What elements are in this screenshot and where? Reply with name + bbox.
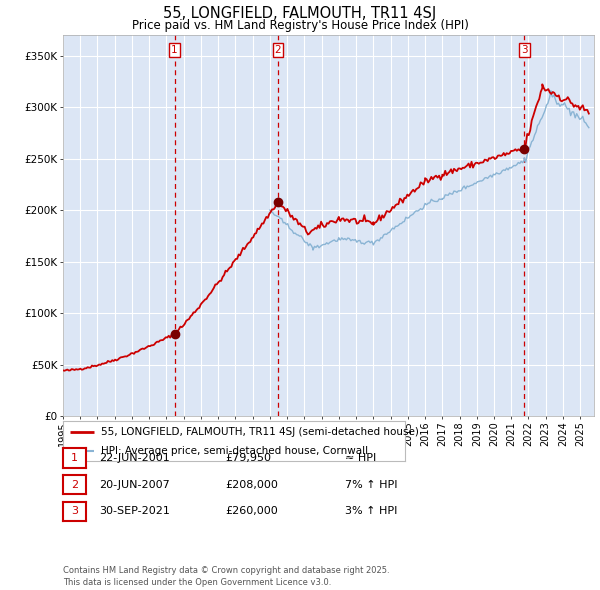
Text: Price paid vs. HM Land Registry's House Price Index (HPI): Price paid vs. HM Land Registry's House … <box>131 19 469 32</box>
Text: 55, LONGFIELD, FALMOUTH, TR11 4SJ (semi-detached house): 55, LONGFIELD, FALMOUTH, TR11 4SJ (semi-… <box>101 427 418 437</box>
Text: 7% ↑ HPI: 7% ↑ HPI <box>345 480 398 490</box>
Text: 55, LONGFIELD, FALMOUTH, TR11 4SJ: 55, LONGFIELD, FALMOUTH, TR11 4SJ <box>163 6 437 21</box>
Text: Contains HM Land Registry data © Crown copyright and database right 2025.
This d: Contains HM Land Registry data © Crown c… <box>63 566 389 587</box>
Text: HPI: Average price, semi-detached house, Cornwall: HPI: Average price, semi-detached house,… <box>101 445 368 455</box>
Text: 20-JUN-2007: 20-JUN-2007 <box>99 480 170 490</box>
Text: 2: 2 <box>275 45 281 55</box>
Text: ≈ HPI: ≈ HPI <box>345 453 376 463</box>
Text: 1: 1 <box>71 453 78 463</box>
Text: 30-SEP-2021: 30-SEP-2021 <box>99 506 170 516</box>
Text: 1: 1 <box>171 45 178 55</box>
Text: £79,950: £79,950 <box>225 453 271 463</box>
Text: £260,000: £260,000 <box>225 506 278 516</box>
Text: 3% ↑ HPI: 3% ↑ HPI <box>345 506 397 516</box>
Text: 3: 3 <box>521 45 527 55</box>
Text: £208,000: £208,000 <box>225 480 278 490</box>
Text: 3: 3 <box>71 506 78 516</box>
Text: 22-JUN-2001: 22-JUN-2001 <box>99 453 170 463</box>
Text: 2: 2 <box>71 480 78 490</box>
